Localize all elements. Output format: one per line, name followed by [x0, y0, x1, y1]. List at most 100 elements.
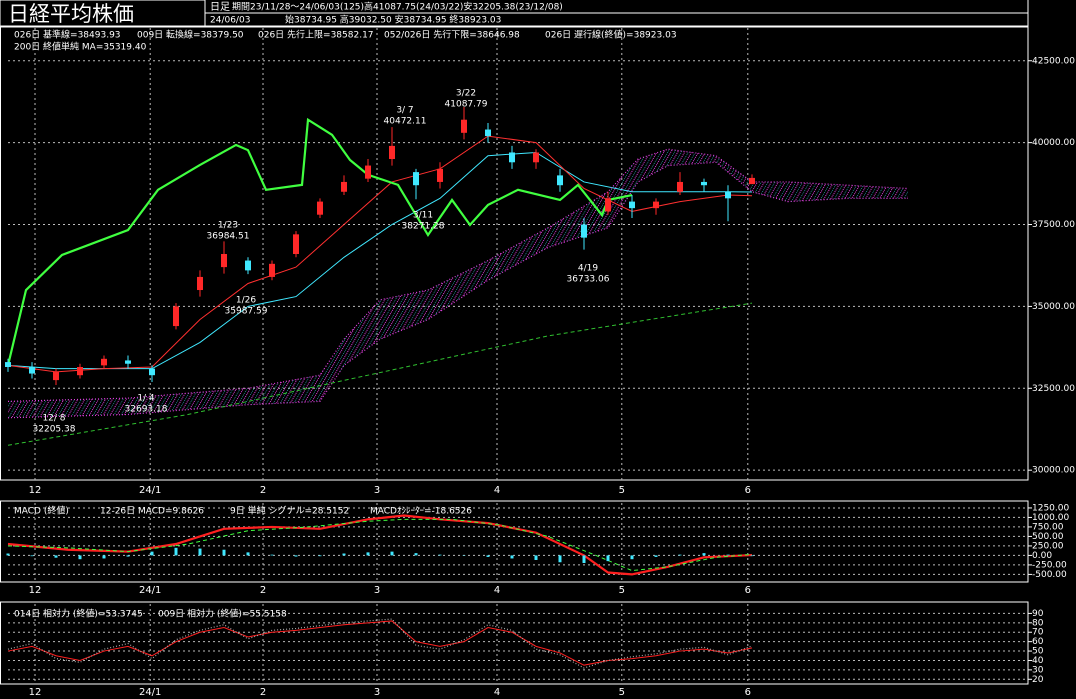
candle-body [509, 152, 515, 163]
histogram-bar [390, 551, 394, 556]
y-tick-label: 42500.00 [1032, 56, 1075, 66]
candle-body [749, 177, 755, 185]
histogram-bar [102, 555, 106, 559]
annotation-value: 41087.79 [445, 100, 488, 110]
y-tick-label: 250.00 [1032, 541, 1064, 551]
candle-body [173, 306, 179, 327]
candle-body [701, 181, 707, 186]
candle-body [77, 367, 83, 376]
histogram-bar [726, 554, 730, 556]
panel-title: MACD (終値) [14, 505, 69, 517]
x-tick-label: 2 [260, 485, 266, 496]
histogram-bar [654, 555, 658, 557]
x-tick-label: 6 [745, 485, 751, 496]
histogram-bar [366, 552, 370, 556]
histogram-bar [534, 555, 538, 560]
date: 24/06/03 [210, 16, 250, 26]
annotation-date: 1/23 [218, 221, 238, 231]
title: 日経平均株価 [8, 2, 134, 26]
ohlc: 始38734.95 高39032.50 安38734.95 終38923.03 [285, 14, 501, 26]
annotation-value: 36984.51 [207, 232, 250, 242]
x-tick-label: 3 [374, 485, 380, 496]
candle-body [317, 201, 323, 215]
x-tick-label: 12 [29, 585, 42, 596]
y-tick-label: -250.00 [1032, 560, 1067, 570]
x-tick-label: 2 [260, 585, 266, 596]
histogram-bar [174, 547, 178, 556]
histogram-bar [294, 555, 298, 557]
candle-body [461, 119, 467, 133]
y-tick-label: 60 [1032, 637, 1044, 647]
candle-body [125, 360, 131, 364]
histogram-bar [438, 554, 442, 556]
y-tick-label: 40 [1032, 656, 1044, 666]
annotation-date: 12/ 8 [42, 414, 65, 424]
annotation-date: 3/11 [413, 211, 433, 221]
candle-body [197, 276, 203, 291]
series-line [7, 302, 753, 446]
candle-body [437, 168, 443, 182]
y-tick-label: 0.00 [1032, 551, 1052, 561]
candle-body [245, 260, 251, 271]
series-line [7, 620, 753, 666]
y-tick-label: 40000.00 [1032, 138, 1075, 148]
y-tick-label: 37500.00 [1032, 220, 1075, 230]
candle-body [557, 175, 563, 186]
y-tick-label: 32500.00 [1032, 384, 1075, 394]
panel-frame [0, 500, 1029, 583]
candle-body [533, 152, 539, 163]
cloud [8, 149, 908, 418]
annotation-date: 3/ 7 [396, 106, 413, 116]
annotation-value: 36733.06 [567, 275, 610, 285]
y-tick-label: 80 [1032, 618, 1044, 628]
histogram-bar [558, 555, 562, 563]
annotation-date: 4/19 [578, 264, 598, 274]
x-tick-label: 5 [619, 485, 625, 496]
histogram-bar [270, 554, 274, 556]
histogram-bar [510, 555, 514, 559]
candle-body [149, 368, 155, 376]
legend-entry: 014日 相対力 (終値)=53.3745 [14, 608, 143, 620]
x-tick-label: 24/1 [139, 687, 161, 698]
x-tick-label: 3 [374, 585, 380, 596]
legend-entry: 026日 先行上限=38582.17 [258, 29, 374, 41]
y-tick-label: 1000.00 [1032, 513, 1069, 523]
histogram-bar [342, 553, 346, 556]
legend-entry: 052/026日 先行下限=38646.98 [384, 29, 520, 41]
y-tick-label: 30000.00 [1032, 466, 1075, 476]
y-tick-label: 90 [1032, 609, 1044, 619]
candle-body [101, 358, 107, 366]
candle-body [725, 191, 731, 199]
legend-entry: 009日 相対力 (終値)=55.5158 [158, 608, 287, 620]
candle-body [341, 181, 347, 192]
series-line [6, 117, 633, 366]
histogram-bar [486, 555, 490, 557]
annotation-date: 1/26 [236, 296, 256, 306]
histogram-bar [30, 555, 34, 557]
series-line [7, 151, 753, 370]
candle-body [365, 165, 371, 179]
x-tick-label: 2 [260, 687, 266, 698]
histogram-bar [630, 555, 634, 560]
x-tick-label: 5 [619, 585, 625, 596]
candle-body [389, 145, 395, 160]
candle-body [629, 201, 635, 209]
series-line [7, 518, 753, 572]
legend-entry: 026日 基準線=38493.93 [14, 29, 121, 41]
annotation-date: 1/ 4 [137, 394, 155, 404]
y-tick-label: 1250.00 [1032, 503, 1069, 513]
legend-entry: 009日 転換線=38379.50 [137, 29, 244, 41]
period: 期間23/11/28～24/06/03(125)高41087.75(24/03/… [232, 1, 563, 13]
histogram-bar [78, 555, 82, 560]
candle-body [653, 201, 659, 209]
y-tick-label: 500.00 [1032, 532, 1064, 542]
y-tick-label: 70 [1032, 628, 1044, 638]
legend-entry: MACDｵｼﾚｰﾀｰ=-18.6526 [370, 506, 472, 517]
candle-body [485, 129, 491, 137]
candle-body [293, 234, 299, 254]
histogram-bar [678, 554, 682, 556]
annotation-value: 38271.28 [402, 222, 445, 232]
x-tick-label: 4 [494, 585, 500, 596]
